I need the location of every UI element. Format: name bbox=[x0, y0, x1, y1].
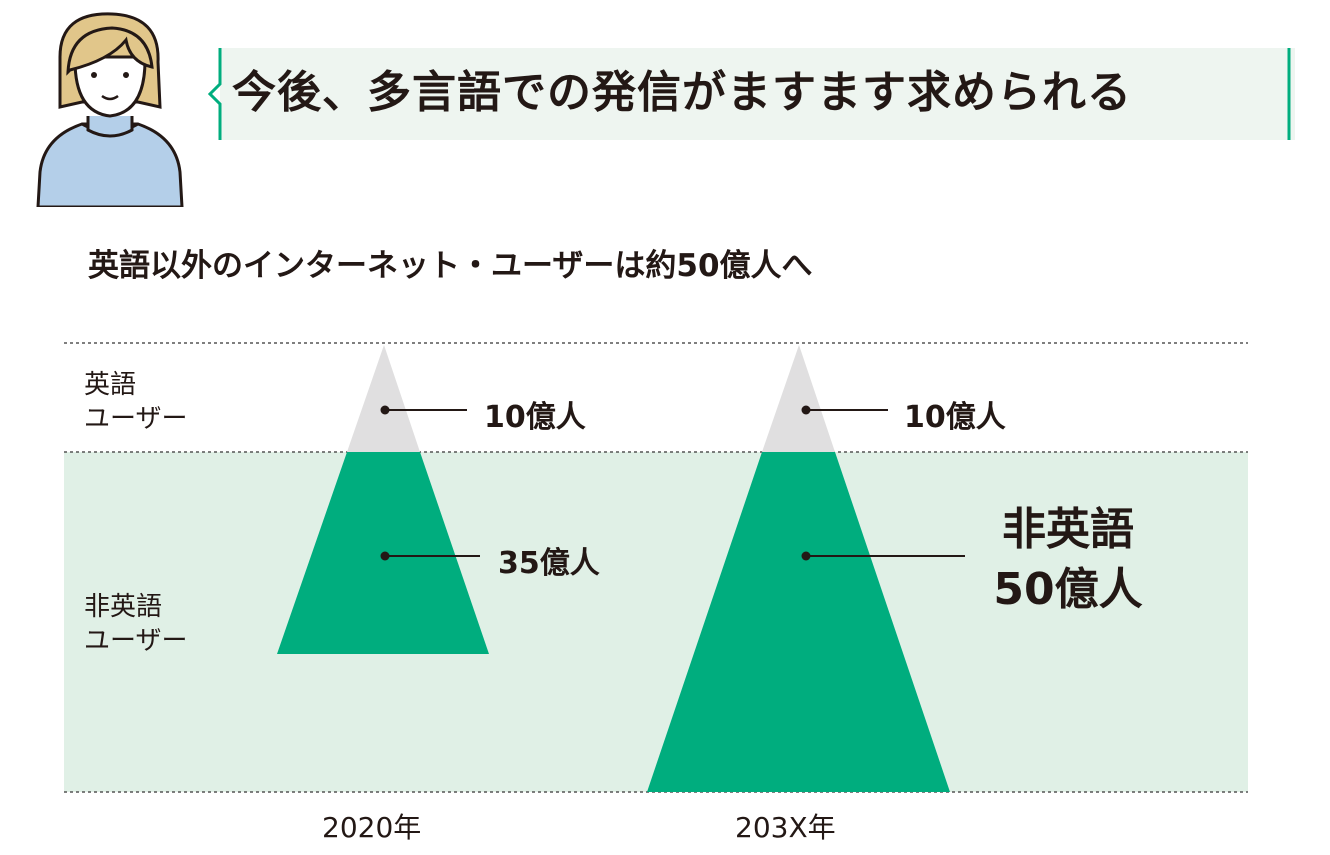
non-english-users-row-label: 非英語 ユーザー bbox=[84, 590, 187, 658]
person-avatar-icon bbox=[36, 12, 184, 207]
non-english-value-label-203x: 非英語 50億人 bbox=[970, 500, 1166, 620]
english-tip-203x bbox=[762, 345, 835, 452]
speech-bubble bbox=[207, 48, 1295, 140]
leader-dot-non-english-203x bbox=[801, 551, 811, 561]
non-english-row-label-line2: ユーザー bbox=[84, 626, 188, 656]
english-row-label-line2: ユーザー bbox=[84, 404, 188, 434]
english-tip-2020 bbox=[347, 345, 420, 452]
non-english-big-label-line1: 非英語 bbox=[1002, 504, 1134, 555]
subtitle: 英語以外のインターネット・ユーザーは約50億人へ bbox=[88, 248, 813, 284]
english-value-label-2020: 10億人 bbox=[484, 400, 586, 435]
population-pyramid-diagram bbox=[64, 342, 1248, 793]
year-label-203x: 203X年 bbox=[735, 811, 836, 844]
non-english-value-label-2020: 35億人 bbox=[498, 546, 600, 581]
leader-dot-english-2020 bbox=[380, 405, 390, 415]
english-row-label-line1: 英語 bbox=[84, 370, 137, 400]
non-english-triangle-203x bbox=[647, 452, 950, 792]
non-english-big-label-line2: 50億人 bbox=[993, 564, 1143, 615]
year-label-2020: 2020年 bbox=[322, 811, 422, 844]
non-english-row-label-line1: 非英語 bbox=[84, 592, 163, 622]
english-users-row-label: 英語 ユーザー bbox=[84, 368, 187, 436]
leader-dot-non-english-2020 bbox=[380, 551, 390, 561]
headline: 今後、多言語での発信がますます求められる bbox=[232, 67, 1132, 118]
english-value-label-203x: 10億人 bbox=[904, 400, 1006, 435]
non-english-band bbox=[64, 452, 1248, 792]
leader-dot-english-203x bbox=[801, 405, 811, 415]
